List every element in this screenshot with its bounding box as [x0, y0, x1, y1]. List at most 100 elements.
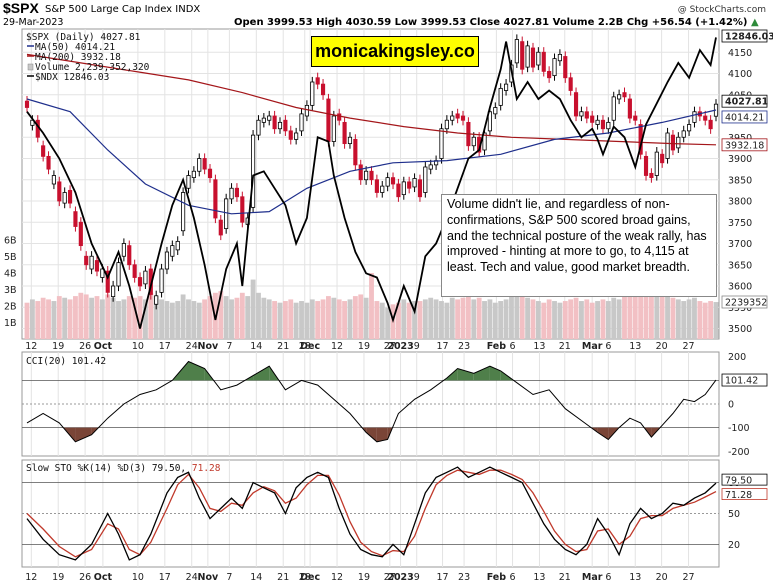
sto-k-tag: 79.50 — [725, 476, 752, 487]
exchange-label: INDX — [175, 4, 200, 15]
candle-body — [536, 51, 541, 66]
candle-body — [251, 134, 256, 208]
volume-bar — [433, 299, 439, 339]
volume-bar — [315, 301, 321, 339]
volume-bar — [46, 299, 51, 339]
x-tick-label: 19 — [358, 572, 370, 583]
sto-tick-label: 20 — [728, 540, 740, 551]
volume-bar — [385, 307, 391, 339]
candle-body — [498, 87, 503, 106]
candle-body — [676, 136, 681, 149]
legend-main: $SPX (Daily) 4027.81 — [26, 32, 141, 43]
x-tick-label: Dec — [300, 572, 320, 583]
candle-body — [407, 181, 412, 189]
x-tick-label: 13 — [533, 572, 545, 583]
candle-body — [460, 115, 466, 121]
candle-body — [417, 179, 423, 198]
candle-body — [202, 158, 207, 170]
cci-fill-oversold — [376, 427, 388, 442]
candle-body — [137, 277, 143, 287]
volume-tick-label: 4B — [4, 269, 17, 280]
candle-body — [299, 113, 304, 132]
volume-bar — [62, 297, 68, 339]
legend-ma50: MA(50) 4014.21 — [35, 42, 115, 53]
sto-k-line — [26, 466, 717, 561]
cci-axis: -200-1000100200101.42 — [721, 352, 768, 458]
x-tick-label: 23 — [458, 341, 470, 352]
sto-k-tag-box — [721, 473, 768, 486]
x-tick-label: 28 — [299, 341, 311, 352]
candle-body — [256, 119, 261, 136]
volume-bar — [363, 297, 369, 339]
cci-fill-overbought — [188, 361, 205, 381]
candle-body — [272, 115, 277, 130]
candle-body — [514, 39, 519, 64]
volume-bar — [422, 299, 428, 339]
volume-bar — [40, 297, 46, 339]
volume-bar — [428, 297, 434, 339]
x-tick-label: 27 — [683, 341, 695, 352]
legend-volume-swatch — [27, 63, 34, 71]
volume-bar — [643, 292, 649, 339]
volume-bar — [256, 292, 261, 339]
candle-body — [584, 111, 589, 119]
candle-body — [654, 151, 659, 176]
volume-bar — [326, 296, 331, 339]
candle-body — [121, 243, 126, 257]
ma200-tag-box — [721, 138, 768, 152]
x-tick-label: 12 — [331, 572, 343, 583]
price-tick-label: 3600 — [728, 282, 752, 293]
candle-body — [132, 264, 137, 278]
candle-body — [315, 77, 320, 85]
candle-body — [444, 119, 449, 130]
volume-bar — [616, 299, 622, 339]
candle-body — [681, 130, 686, 138]
volume-bar — [186, 299, 191, 339]
candle-body — [600, 119, 606, 130]
candle-body — [310, 81, 315, 106]
volume-bar — [56, 296, 62, 339]
x-tick-label: 17 — [437, 572, 449, 583]
x-tick-label: 6 — [510, 572, 516, 583]
volume-bar — [535, 301, 541, 339]
volume-bar — [595, 301, 601, 339]
volume-bar — [557, 302, 563, 339]
volume-bar — [681, 301, 687, 339]
candle-body — [105, 270, 110, 293]
candle-body — [331, 115, 336, 142]
volume-bar — [266, 299, 272, 339]
price-tick-label: 3650 — [728, 260, 752, 271]
price-tick-label: 3750 — [728, 218, 752, 229]
price-tick-label: 4100 — [728, 69, 752, 80]
volume-bar — [137, 296, 143, 339]
volume-bar — [126, 296, 132, 339]
price-tick-label: 3900 — [728, 154, 752, 165]
volume-bar — [638, 286, 644, 339]
close-tag-box — [721, 94, 768, 108]
volume-axis: 1B 2B 3B 4B 5B 6B — [4, 236, 17, 330]
candle-body — [342, 121, 347, 145]
candle-body — [100, 268, 105, 278]
x-tick-label: 14 — [250, 341, 262, 352]
x-tick-label: 20 — [656, 572, 668, 583]
candle-body — [643, 155, 649, 176]
ohlc-line: Open 3999.53 High 4030.59 Low 3999.53 Cl… — [234, 17, 759, 28]
volume-bar — [358, 294, 364, 339]
volume-bar — [304, 302, 310, 339]
sto-d-tag-box — [721, 488, 768, 500]
volume-bar — [514, 292, 520, 339]
volume-bar — [342, 301, 348, 339]
volume-bar — [142, 299, 148, 339]
volume-bar — [579, 301, 584, 339]
sto-tick-label: 50 — [728, 509, 740, 520]
candle-body — [568, 77, 573, 91]
volume-bar — [562, 301, 568, 339]
volume-bar — [465, 296, 471, 339]
candle-body — [687, 124, 692, 132]
candle-body — [692, 111, 697, 123]
volume-bar — [476, 297, 482, 339]
x-tick-label: 27 — [384, 341, 396, 352]
volume-tick-label: 5B — [4, 252, 17, 263]
x-tick-label: 13 — [629, 572, 641, 583]
cci-label: CCI(20) 101.42 — [26, 356, 106, 367]
